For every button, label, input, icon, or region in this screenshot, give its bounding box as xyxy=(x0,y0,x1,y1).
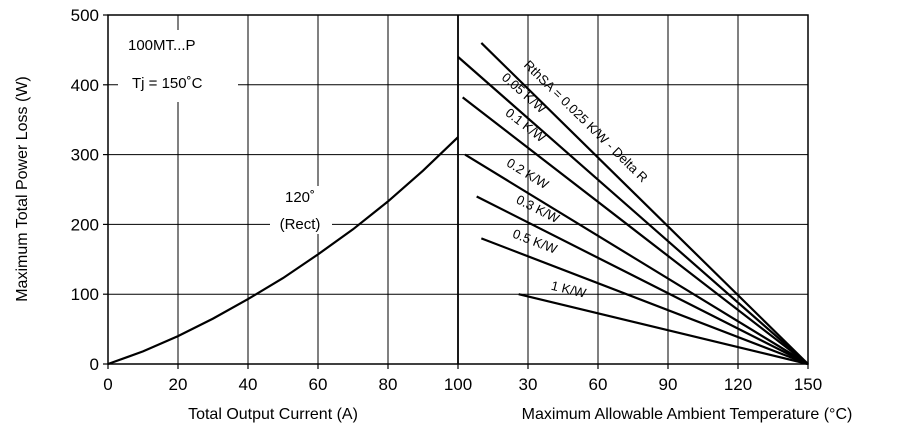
x-tick-label-right: 60 xyxy=(589,375,608,394)
tj-label: Tj = 150˚C xyxy=(132,75,203,92)
device-label-bg xyxy=(118,30,238,102)
y-tick-label: 400 xyxy=(71,76,99,95)
y-tick-label: 500 xyxy=(71,6,99,25)
x-tick-label-right: 90 xyxy=(659,375,678,394)
y-tick-label: 200 xyxy=(71,215,99,234)
x-tick-label-left: 100 xyxy=(444,375,472,394)
y-tick-label: 300 xyxy=(71,146,99,165)
x-tick-label-right: 30 xyxy=(519,375,538,394)
x-tick-label-left: 80 xyxy=(379,375,398,394)
series-line-right xyxy=(518,293,809,366)
series-label-right: 0.3 K/W xyxy=(514,192,563,227)
series-line-right xyxy=(457,56,809,365)
right-x-axis-label: Maximum Allowable Ambient Temperature (°… xyxy=(522,406,853,423)
conduction-type-label: (Rect) xyxy=(280,216,321,233)
y-tick-label: 100 xyxy=(71,285,99,304)
series-line-left xyxy=(107,136,459,366)
series-label-right: RthSA = 0.025 K/W - Delta R xyxy=(521,57,651,185)
series-line-right xyxy=(476,195,809,365)
device-label: 100MT...P xyxy=(128,37,196,54)
series-line-right xyxy=(480,237,809,366)
x-tick-label-right: 150 xyxy=(794,375,822,394)
series-line-right xyxy=(464,153,809,365)
series-line-right xyxy=(480,42,809,365)
series-label-right: 1 K/W xyxy=(550,278,589,301)
x-tick-label-left: 20 xyxy=(169,375,188,394)
tick-layer: 0 100 200 300 400 500 0 20 40 60 80 100 30 60 90 120 150 xyxy=(71,6,823,394)
x-tick-label-left: 40 xyxy=(239,375,258,394)
x-tick-label-left: 0 xyxy=(103,375,112,394)
y-axis-label: Maximum Total Power Loss (W) xyxy=(14,76,31,302)
y-tick-label: 0 xyxy=(90,355,99,374)
conduction-angle-label: 120˚ xyxy=(285,189,315,206)
x-tick-label-left: 60 xyxy=(309,375,328,394)
left-x-axis-label: Total Output Current (A) xyxy=(188,406,358,423)
series-line-right xyxy=(461,96,809,365)
x-tick-label-right: 120 xyxy=(724,375,752,394)
conduction-label-bg xyxy=(270,186,332,234)
